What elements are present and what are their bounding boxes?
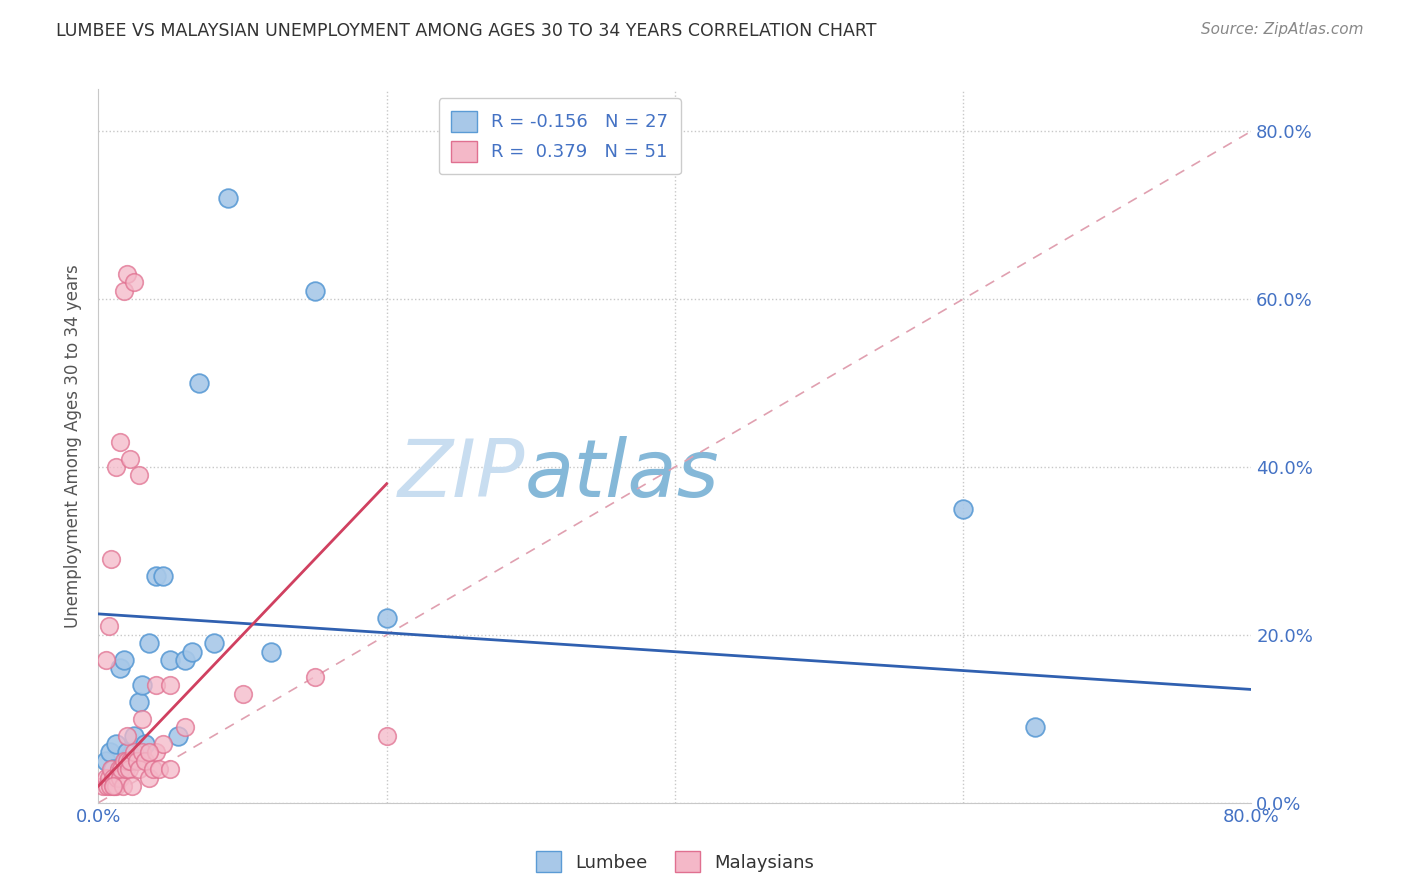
Point — [124, 729, 146, 743]
Point — [108, 661, 131, 675]
Point — [98, 779, 121, 793]
Point — [117, 267, 139, 281]
Point — [375, 729, 398, 743]
Point — [159, 653, 181, 667]
Point — [304, 284, 326, 298]
Point — [375, 611, 398, 625]
Point — [94, 771, 117, 785]
Point — [159, 678, 181, 692]
Point — [1024, 720, 1046, 734]
Text: Source: ZipAtlas.com: Source: ZipAtlas.com — [1201, 22, 1364, 37]
Point — [108, 434, 131, 449]
Point — [97, 619, 120, 633]
Point — [117, 754, 139, 768]
Point — [101, 762, 124, 776]
Point — [260, 645, 283, 659]
Point — [108, 771, 131, 785]
Point — [181, 645, 204, 659]
Text: atlas: atlas — [524, 435, 720, 514]
Point — [103, 779, 125, 793]
Point — [94, 754, 117, 768]
Point — [142, 762, 165, 776]
Point — [145, 678, 167, 692]
Point — [110, 762, 132, 776]
Point — [112, 653, 135, 667]
Point — [111, 779, 134, 793]
Point — [131, 712, 153, 726]
Point — [131, 746, 153, 760]
Point — [105, 771, 128, 785]
Point — [120, 754, 142, 768]
Point — [152, 737, 174, 751]
Point — [952, 502, 974, 516]
Point — [98, 746, 121, 760]
Point — [121, 779, 143, 793]
Point — [128, 695, 150, 709]
Point — [104, 737, 127, 751]
Point — [131, 678, 153, 692]
Point — [174, 653, 197, 667]
Point — [138, 771, 160, 785]
Point — [100, 762, 122, 776]
Y-axis label: Unemployment Among Ages 30 to 34 years: Unemployment Among Ages 30 to 34 years — [65, 264, 83, 628]
Point — [94, 653, 117, 667]
Point — [100, 552, 122, 566]
Point — [114, 762, 136, 776]
Point — [101, 779, 124, 793]
Point — [104, 779, 127, 793]
Point — [152, 569, 174, 583]
Point — [138, 636, 160, 650]
Point — [112, 754, 135, 768]
Point — [145, 569, 167, 583]
Point — [124, 275, 146, 289]
Point — [120, 754, 142, 768]
Point — [117, 729, 139, 743]
Point — [104, 460, 127, 475]
Point — [138, 746, 160, 760]
Point — [159, 762, 181, 776]
Point — [134, 737, 156, 751]
Point — [112, 284, 135, 298]
Point — [128, 762, 150, 776]
Text: LUMBEE VS MALAYSIAN UNEMPLOYMENT AMONG AGES 30 TO 34 YEARS CORRELATION CHART: LUMBEE VS MALAYSIAN UNEMPLOYMENT AMONG A… — [56, 22, 877, 40]
Point — [118, 762, 141, 776]
Legend: Lumbee, Malaysians: Lumbee, Malaysians — [529, 844, 821, 880]
Point — [188, 376, 211, 390]
Point — [128, 468, 150, 483]
Point — [91, 779, 114, 793]
Point — [117, 746, 139, 760]
Point — [231, 687, 254, 701]
Point — [97, 771, 120, 785]
Point — [304, 670, 326, 684]
Point — [174, 720, 197, 734]
Point — [134, 754, 156, 768]
Point — [127, 754, 149, 768]
Text: ZIP: ZIP — [398, 435, 524, 514]
Point — [145, 746, 167, 760]
Point — [148, 762, 170, 776]
Point — [202, 636, 225, 650]
Point — [101, 771, 124, 785]
Point — [120, 451, 142, 466]
Point — [107, 762, 129, 776]
Point — [217, 191, 239, 205]
Point — [96, 779, 118, 793]
Point — [124, 746, 146, 760]
Point — [166, 729, 188, 743]
